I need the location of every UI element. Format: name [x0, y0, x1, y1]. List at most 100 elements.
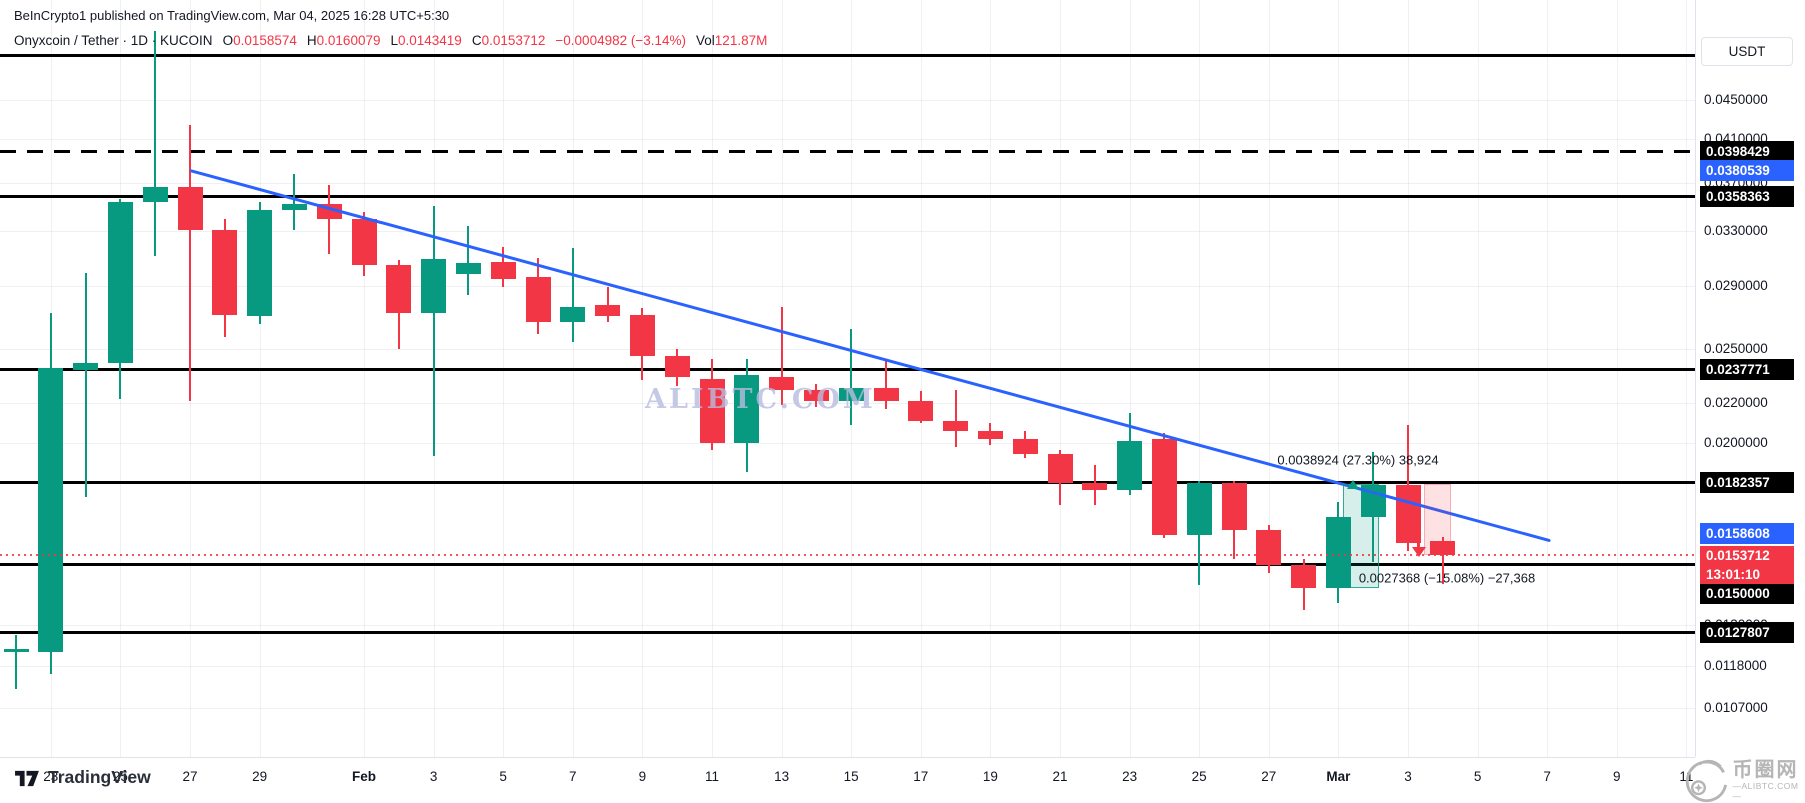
candle-body [1186, 483, 1212, 535]
candle-body [664, 355, 690, 377]
price-level-label: 0.0358363 [1700, 185, 1794, 207]
measure-box-up[interactable] [1343, 484, 1379, 589]
measure-label-up: 0.0038924 (27.30%) 38,924 [1277, 452, 1439, 468]
candle-body [803, 389, 829, 401]
horizontal-gridline [0, 100, 1695, 101]
measure-up-arrow-icon [1347, 480, 1359, 490]
price-axis[interactable]: 0.0450000 0.0410000 0.0370000 0.0330000 0.02… [1695, 0, 1805, 757]
candle-wick [954, 389, 957, 448]
attribution-line: BeInCrypto1 published on TradingView.com… [14, 8, 450, 23]
candle-wick [328, 185, 331, 254]
horizontal-level-line[interactable] [0, 480, 1695, 484]
time-axis-label: 27 [182, 769, 198, 784]
time-axis-label: 5 [1473, 769, 1482, 784]
time-axis-label: 15 [843, 769, 859, 784]
time-axis-label: 11 [704, 769, 719, 784]
candle-body [977, 430, 1003, 439]
vertical-gridline [1477, 0, 1479, 757]
measure-box-down[interactable] [1424, 484, 1451, 556]
candle-body [3, 648, 29, 653]
site-logo-swirl-icon [1685, 759, 1728, 803]
price-tick: 0.0107000 [1704, 699, 1768, 715]
candle-body [838, 387, 864, 401]
time-axis-label: 13 [774, 769, 790, 784]
center-watermark: ALIBTC.COM [645, 384, 876, 415]
horizontal-level-line[interactable] [0, 150, 1695, 153]
time-axis-label: 25 [112, 769, 128, 784]
time-axis-label: 27 [1261, 769, 1277, 784]
plot-area[interactable]: 0.0038924 (27.30%) 38,924 0.0027368 (−15.… [0, 0, 1695, 757]
time-axis-label: 7 [569, 769, 577, 784]
price-level-label: 0.0380539 [1700, 160, 1794, 182]
horizontal-gridline [0, 231, 1695, 232]
ohlc-close: C0.0153712 [471, 33, 546, 48]
symbol-title[interactable]: Onyxcoin / Tether · 1D · KUCOIN [14, 33, 213, 48]
price-tick: 0.0450000 [1704, 92, 1768, 107]
vertical-gridline [1129, 0, 1131, 757]
price-level-label: 0.0398429 [1700, 141, 1794, 162]
current-price-label: 0.0153712 13:01:10 [1700, 546, 1794, 584]
candle-body [1395, 485, 1421, 543]
site-watermark-logo: 币圈网 —ALIBTC.COM— [1684, 757, 1805, 803]
tradingview-logo-text: TradingView [48, 767, 151, 787]
candle-body [595, 305, 621, 317]
candle-wick [432, 206, 435, 457]
time-axis-label: 25 [1191, 769, 1207, 784]
vertical-gridline [503, 0, 505, 757]
candle-body [38, 367, 64, 653]
candle-wick [606, 287, 609, 323]
tradingview-logo[interactable]: TradingView [13, 767, 151, 788]
price-level-label: 0.0158608 [1700, 522, 1794, 544]
candle-body [734, 374, 760, 444]
vertical-gridline [1686, 0, 1688, 757]
candle-body [351, 218, 377, 265]
tradingview-logo-icon [15, 770, 39, 787]
candle-body [247, 209, 273, 317]
time-axis-label: 9 [638, 769, 647, 784]
vertical-gridline [990, 0, 992, 757]
time-axis-label: 29 [252, 769, 268, 784]
candle-body [769, 376, 795, 390]
vertical-gridline [1060, 0, 1061, 757]
vertical-gridline [364, 0, 365, 757]
horizontal-level-line[interactable] [0, 368, 1695, 372]
candle-body [1325, 516, 1351, 589]
measure-label-down: 0.0027368 (−15.08%) −27,368 [1358, 570, 1536, 586]
time-axis[interactable]: 23 25 27 29 Feb 3 5 7 9 11 13 15 17 19 21 23 25 27 Mar 3 5 7 9… [0, 757, 1695, 803]
candle-body [455, 263, 481, 275]
horizontal-gridline [0, 403, 1695, 404]
candle-body [1047, 453, 1073, 484]
vertical-gridline [1268, 0, 1270, 757]
time-axis-label: 21 [1052, 769, 1068, 784]
candle-body [107, 201, 133, 363]
price-tick: 0.0250000 [1704, 340, 1768, 356]
time-axis-label: 19 [982, 769, 998, 784]
candle-wick [467, 226, 470, 295]
candle-body [699, 378, 725, 444]
currency-usdt-button[interactable]: USDT [1701, 37, 1793, 66]
candle-body [281, 203, 307, 210]
price-tick: 0.0290000 [1704, 277, 1768, 293]
price-level-label: 0.0182357 [1700, 471, 1794, 493]
horizontal-level-line[interactable] [0, 563, 1695, 567]
candle-body [943, 420, 969, 431]
horizontal-level-line[interactable] [0, 53, 1695, 57]
ohlc-low: L0.0143419 [390, 33, 462, 48]
candle-wick [850, 328, 853, 425]
horizontal-gridline [0, 625, 1695, 626]
price-change: −0.0004982 (−3.14%) [555, 33, 687, 48]
time-axis-label: 7 [1543, 769, 1551, 784]
price-tick: 0.0330000 [1704, 223, 1768, 239]
horizontal-level-line[interactable] [0, 631, 1695, 635]
candle-body [490, 261, 516, 279]
measure-down-arrowhead-icon [1412, 547, 1426, 558]
horizontal-level-line[interactable] [0, 194, 1695, 198]
horizontal-gridline [0, 708, 1695, 709]
price-tick: 0.0118000 [1704, 658, 1767, 674]
candle-body [1082, 483, 1108, 491]
price-tick: 0.0220000 [1704, 394, 1768, 410]
candle-body [386, 264, 412, 314]
vertical-gridline [1408, 0, 1409, 757]
horizontal-gridline [0, 286, 1695, 287]
